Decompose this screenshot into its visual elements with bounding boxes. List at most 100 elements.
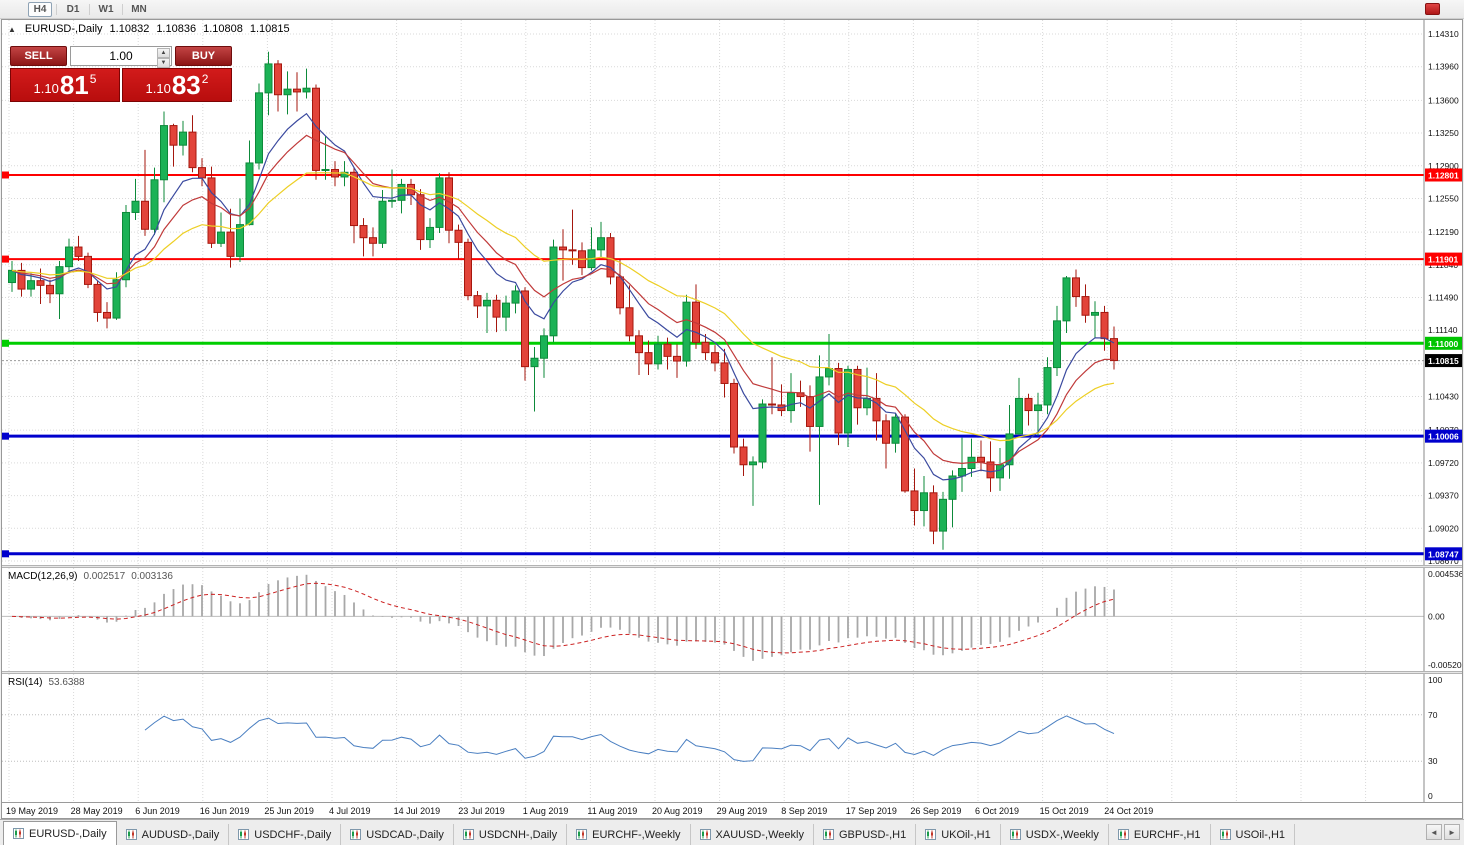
chart-tab-eurchf-weekly[interactable]: EURCHF-,Weekly	[567, 824, 691, 845]
chart-tab-usdchf-daily[interactable]: USDCHF-,Daily	[229, 824, 342, 845]
buy-button[interactable]: BUY	[175, 46, 232, 66]
chart-icon	[125, 829, 137, 840]
rsi-name: RSI(14)	[8, 677, 43, 688]
macd-chart-canvas[interactable]: 0.004536 0.00 -0.005205	[2, 568, 1462, 671]
tab-scroll-arrows: ◄ ►	[1426, 824, 1460, 840]
svg-text:1.12190: 1.12190	[1428, 227, 1459, 237]
toolbar-red-button[interactable]	[1425, 3, 1440, 15]
date-label: 6 Oct 2019	[975, 806, 1020, 816]
macd-main-value: 0.002517	[83, 571, 126, 582]
chart-tab-label: USDCNH-,Daily	[478, 828, 558, 841]
chart-tab-label: EURCHF-,Weekly	[592, 828, 681, 841]
svg-text:30: 30	[1428, 756, 1438, 766]
chart-icon	[576, 829, 588, 840]
chart-tab-xauusd-weekly[interactable]: XAUUSD-,Weekly	[691, 824, 814, 845]
date-label: 1 Aug 2019	[522, 806, 569, 816]
chart-tab-eurusd-daily[interactable]: EURUSD-,Daily	[3, 821, 117, 845]
tab-scroll-left-button[interactable]: ◄	[1426, 824, 1442, 840]
volume-value: 1.00	[109, 49, 133, 63]
sell-price-pipette: 5	[89, 72, 97, 86]
buy-price-pips: 83	[171, 70, 201, 100]
timeframe-button-h4[interactable]: H4	[28, 1, 52, 17]
chart-tab-eurchf-h1[interactable]: EURCHF-,H1	[1109, 824, 1211, 845]
panel-splitter-macd[interactable]	[2, 565, 1462, 568]
volume-input[interactable]: 1.00 ▲ ▼	[70, 46, 172, 68]
svg-text:1.12550: 1.12550	[1428, 193, 1459, 203]
chart-tab-label: XAUUSD-,Weekly	[715, 828, 804, 841]
svg-text:1.09720: 1.09720	[1428, 458, 1459, 468]
buy-price-base: 1.10	[145, 81, 171, 96]
sell-price-base: 1.10	[33, 81, 59, 96]
chart-tab-usdcnh-daily[interactable]: USDCNH-,Daily	[454, 824, 568, 845]
svg-text:1.10815: 1.10815	[1428, 356, 1459, 366]
chart-icon	[238, 829, 250, 840]
buy-price-tile[interactable]: 1.10 83 2	[122, 68, 232, 102]
date-label: 26 Sep 2019	[910, 806, 962, 816]
chart-tab-label: UKOil-,H1	[941, 828, 991, 841]
chart-tab-label: USDX-,Weekly	[1025, 828, 1099, 841]
buy-price-pipette: 2	[201, 72, 209, 86]
time-axis[interactable]: 19 May 2019 28 May 2019 6 Jun 2019 16 Jun 2…	[2, 802, 1462, 818]
chart-icon	[822, 829, 834, 840]
date-label: 24 Oct 2019	[1104, 806, 1154, 816]
tab-scroll-right-button[interactable]: ►	[1444, 824, 1460, 840]
tab-bar: EURUSD-,Daily AUDUSD-,Daily USDCHF-,Daily U…	[0, 819, 1464, 845]
tabs-container: EURUSD-,Daily AUDUSD-,Daily USDCHF-,Daily U…	[3, 820, 1296, 845]
volume-decrease-button[interactable]: ▼	[157, 58, 170, 68]
svg-text:0: 0	[1428, 791, 1433, 801]
chart-tab-usoil-h1[interactable]: USOil-,H1	[1211, 824, 1296, 845]
date-label: 4 Jul 2019	[329, 806, 371, 816]
chart-tab-ukoil-h1[interactable]: UKOil-,H1	[916, 824, 1001, 845]
macd-label: MACD(12,26,9) 0.002517 0.003136	[8, 571, 173, 582]
chart-tab-usdx-weekly[interactable]: USDX-,Weekly	[1001, 824, 1109, 845]
toolbar: H4 D1 W1 MN	[0, 0, 1464, 19]
date-label: 23 Jul 2019	[458, 806, 505, 816]
date-label: 11 Aug 2019	[587, 806, 638, 816]
sell-price-tile[interactable]: 1.10 81 5	[10, 68, 120, 102]
chart-icon	[1219, 829, 1231, 840]
price-chart-canvas[interactable]: 1.14310 1.13960 1.13600 1.13250 1.12900 1.125…	[2, 20, 1462, 565]
chart-icon	[1009, 829, 1021, 840]
collapse-panel-icon[interactable]: ▲	[8, 24, 16, 34]
svg-text:1.10006: 1.10006	[1428, 432, 1459, 442]
timeframe-button-w1[interactable]: W1	[98, 3, 114, 15]
sell-button[interactable]: SELL	[10, 46, 67, 66]
rsi-chart-canvas[interactable]: 100 70 30 0	[2, 674, 1462, 802]
chart-tab-gbpusd-h1[interactable]: GBPUSD-,H1	[814, 824, 917, 845]
svg-text:0.00: 0.00	[1428, 611, 1445, 621]
chart-tab-usdcad-daily[interactable]: USDCAD-,Daily	[341, 824, 454, 845]
volume-increase-button[interactable]: ▲	[157, 48, 170, 58]
chart-icon	[1117, 829, 1129, 840]
svg-text:1.13250: 1.13250	[1428, 128, 1459, 138]
svg-text:1.14310: 1.14310	[1428, 29, 1459, 39]
chart-tab-label: USDCHF-,Daily	[254, 828, 332, 841]
chart-tab-label: EURCHF-,H1	[1133, 828, 1201, 841]
panel-splitter-rsi[interactable]	[2, 671, 1462, 674]
svg-text:-0.005205: -0.005205	[1428, 660, 1462, 670]
svg-text:1.13600: 1.13600	[1428, 95, 1459, 105]
svg-text:70: 70	[1428, 710, 1438, 720]
chart-tab-label: USOil-,H1	[1235, 828, 1286, 841]
svg-text:1.08747: 1.08747	[1428, 549, 1459, 559]
chart-tab-label: USDCAD-,Daily	[366, 828, 444, 841]
date-label: 25 Jun 2019	[264, 806, 314, 816]
date-label: 29 Aug 2019	[716, 806, 768, 816]
svg-text:1.12801: 1.12801	[1428, 171, 1459, 181]
toolbar-separator	[89, 3, 90, 15]
toolbar-separator	[56, 3, 57, 15]
ohlc-close: 1.10815	[249, 23, 290, 35]
chart-tab-label: AUDUSD-,Daily	[141, 828, 220, 841]
chart-icon	[699, 829, 711, 840]
svg-text:1.11140: 1.11140	[1428, 325, 1458, 335]
chart-tab-label: GBPUSD-,H1	[838, 828, 907, 841]
date-label: 14 Jul 2019	[393, 806, 441, 816]
chart-title: ▲ EURUSD-,Daily 1.10832 1.10836 1.10808 …	[8, 23, 290, 35]
chart-window: 1.14310 1.13960 1.13600 1.13250 1.12900 1.125…	[1, 19, 1463, 819]
chart-tab-audusd-daily[interactable]: AUDUSD-,Daily	[117, 824, 230, 845]
sell-price-pips: 81	[59, 70, 89, 100]
svg-text:1.13960: 1.13960	[1428, 62, 1459, 72]
timeframe-button-mn[interactable]: MN	[131, 3, 147, 15]
chart-icon	[462, 829, 474, 840]
timeframe-button-d1[interactable]: D1	[66, 3, 80, 15]
date-label: 6 Jun 2019	[135, 806, 180, 816]
